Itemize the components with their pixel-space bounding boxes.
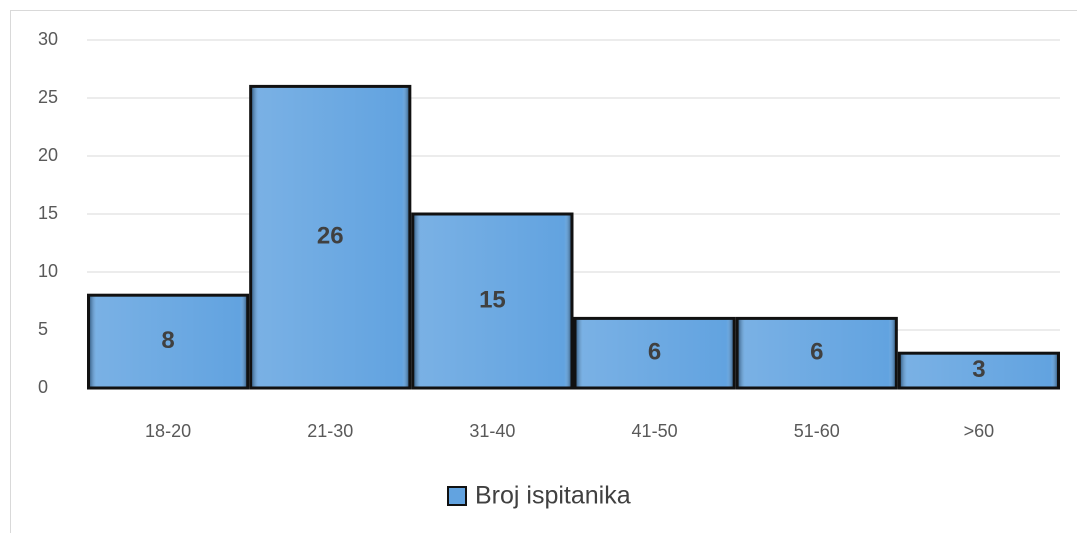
data-label: 15 [479,286,506,313]
data-label: 6 [810,339,823,366]
data-label: 8 [161,327,174,354]
x-tick-label: 41-50 [632,421,678,441]
x-tick-label: 21-30 [307,421,353,441]
y-tick-label: 15 [38,203,58,223]
bar-bevel [90,296,247,387]
y-tick-label: 30 [38,29,58,49]
bar-bevel [252,87,409,387]
y-tick-label: 10 [38,261,58,281]
data-label: 3 [972,356,985,383]
y-tick-label: 25 [38,87,58,107]
x-tick-label: 31-40 [469,421,515,441]
x-tick-label: 51-60 [794,421,840,441]
y-tick-label: 20 [38,145,58,165]
chart-frame [10,10,1077,533]
bar-bevel [738,319,895,387]
data-label: 6 [648,339,661,366]
x-tick-label: 18-20 [145,421,191,441]
y-tick-label: 0 [38,377,48,397]
data-label: 26 [317,223,344,250]
x-tick-label: >60 [964,421,995,441]
legend-label: Broj ispitanika [475,482,631,510]
bar-bevel [414,215,571,387]
legend-swatch [447,486,467,506]
y-tick-label: 5 [38,319,48,339]
bar-bevel [900,354,1057,387]
bar-bevel [576,319,733,387]
